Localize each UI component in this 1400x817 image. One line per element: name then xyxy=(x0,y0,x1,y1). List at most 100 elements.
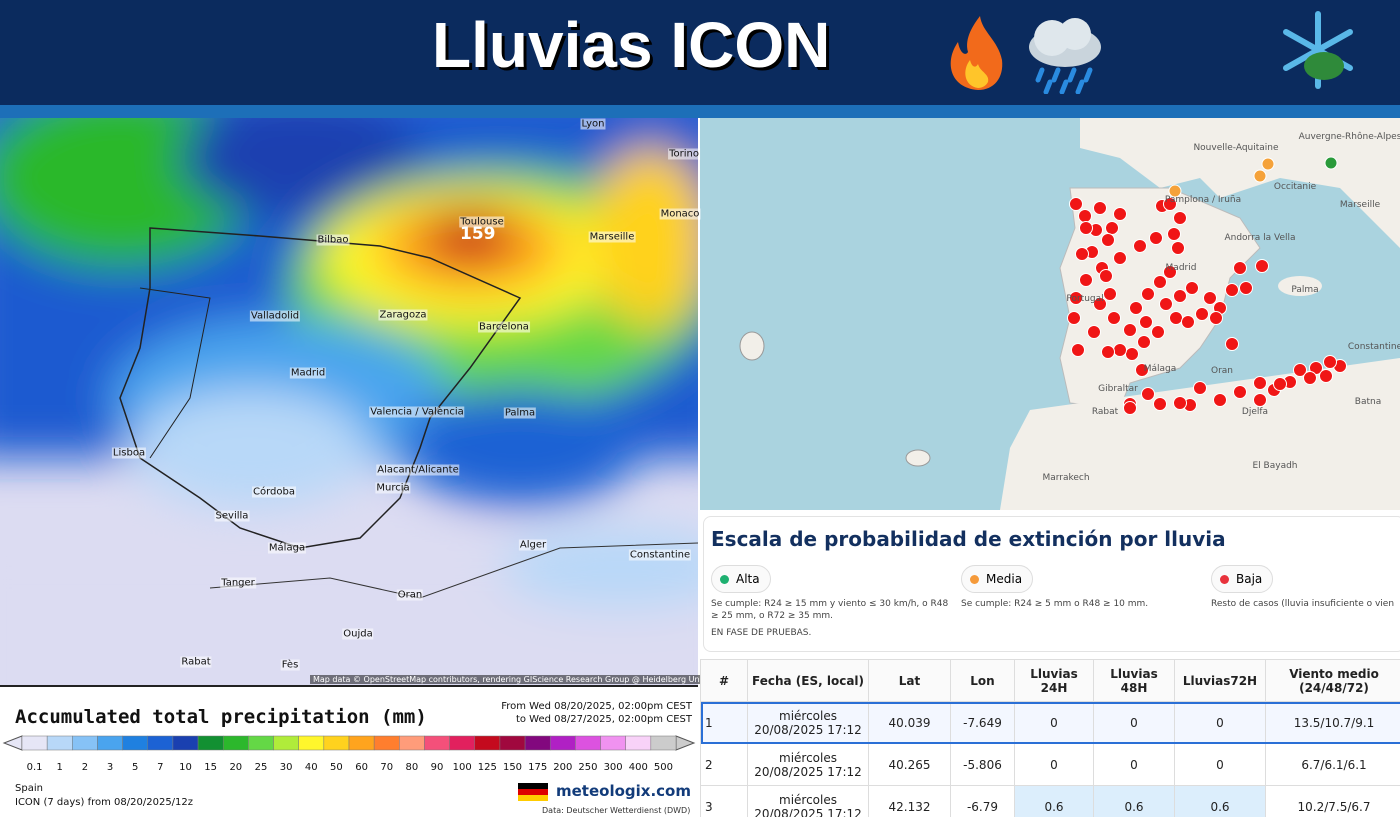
fire-dot xyxy=(1253,393,1267,407)
column-header: Fecha (ES, local) xyxy=(747,659,869,702)
fire-dot xyxy=(1195,307,1209,321)
map-label: Nouvelle-Aquitaine xyxy=(1193,143,1279,153)
fire-dot xyxy=(1213,393,1227,407)
cell: 1 xyxy=(700,701,748,744)
fire-dot xyxy=(1093,201,1107,215)
fire-dot xyxy=(1173,211,1187,225)
cell-line: 20/08/2025 17:12 xyxy=(754,764,862,779)
precip-map xyxy=(0,118,698,686)
legend-tick-label: 10 xyxy=(179,762,192,773)
legend-scale: 0.1 1 2 3 5 7 10 15 20 25 30 40 50 60 70 80 90 100 125 150 1… xyxy=(2,735,696,773)
cell: 6.7/6.1/6.1 xyxy=(1265,743,1400,786)
cell: 0 xyxy=(1014,701,1094,744)
legend-swatch xyxy=(97,735,123,751)
map-attribution: Map data © OpenStreetMap contributors, r… xyxy=(310,675,732,684)
legend-tick-label: 2 xyxy=(82,762,88,773)
legend-swatch xyxy=(373,735,400,751)
cell: 0.6 xyxy=(1093,785,1175,817)
legend-swatch xyxy=(172,735,199,751)
map-label: Alacant/Alicante xyxy=(376,464,460,476)
legend-tick-label: 5 xyxy=(132,762,138,773)
map-label: Oujda xyxy=(342,628,374,640)
fire-dot xyxy=(1075,247,1089,261)
map-label: Zaragoza xyxy=(378,309,428,321)
header-bar xyxy=(0,0,1400,105)
fire-dot xyxy=(1139,315,1153,329)
page-title: Lluvias ICON xyxy=(432,9,831,81)
fire-dot xyxy=(1103,287,1117,301)
fire-dot xyxy=(1069,197,1083,211)
fire-dot xyxy=(1233,261,1247,275)
map-label: Málaga xyxy=(267,542,307,554)
fire-dot xyxy=(1141,287,1155,301)
map-label: Palma xyxy=(503,407,537,419)
legend-tick-label: 30 xyxy=(280,762,293,773)
cell-line: miércoles xyxy=(779,792,837,807)
legend-swatch xyxy=(248,735,274,751)
fire-dot xyxy=(1324,156,1338,170)
cell: 0 xyxy=(1014,743,1094,786)
map-label: Oran xyxy=(1210,366,1234,376)
fire-map xyxy=(700,118,1400,510)
cell-line: miércoles xyxy=(779,708,837,723)
table-row: 3 miércoles 20/08/2025 17:12 42.132 -6.79 0.6… xyxy=(700,785,1400,817)
fire-dot xyxy=(1101,233,1115,247)
fire-dot xyxy=(1253,169,1267,183)
cell: miércoles 20/08/2025 17:12 xyxy=(747,785,869,817)
cell: 0.6 xyxy=(1014,785,1094,817)
column-header: Lluvias 48H xyxy=(1093,659,1175,702)
map-label: Lisboa xyxy=(111,447,147,459)
fire-dot xyxy=(1159,297,1173,311)
logo xyxy=(1283,11,1353,89)
legend-swatch xyxy=(21,735,48,751)
level-dot xyxy=(1220,574,1229,584)
fire-dot xyxy=(1125,347,1139,361)
map-label: El Bayadh xyxy=(1252,461,1298,471)
level-dot xyxy=(970,574,979,584)
scale-card xyxy=(703,516,1400,652)
legend-tick-label: 0.1 xyxy=(27,762,43,773)
legend-from: From Wed 08/20/2025, 02:00pm CEST xyxy=(501,701,692,712)
legend-swatch xyxy=(499,735,526,751)
legend-tick-label: 400 xyxy=(629,762,648,773)
table-wrap: # Fecha (ES, local) Lat Lon Lluvias 24H Lluvi… xyxy=(700,659,1400,817)
column-header: Lat xyxy=(868,659,951,702)
map-label: Murcia xyxy=(375,482,411,494)
legend-model: ICON (7 days) from 08/20/2025/12z xyxy=(15,797,194,808)
level-label: Media xyxy=(986,572,1023,586)
fire-dot xyxy=(1253,376,1267,390)
map-label: Rabat xyxy=(1091,407,1119,417)
legend-tick-label: 100 xyxy=(453,762,472,773)
legend-swatch xyxy=(298,735,325,751)
map-label: Málaga xyxy=(1143,364,1177,374)
fire-dot xyxy=(1225,337,1239,351)
map-label: Monaco xyxy=(659,208,701,220)
column-header: Lluvias 24H xyxy=(1014,659,1094,702)
fire-dot xyxy=(1135,363,1149,377)
map-label: Portugal xyxy=(1066,294,1104,304)
cell: 0.6 xyxy=(1174,785,1266,817)
legend-swatch xyxy=(323,735,350,751)
map-label: Valladolid xyxy=(249,310,301,322)
fire-dot xyxy=(1113,207,1127,221)
legend-tick-label: 200 xyxy=(553,762,572,773)
legend-tick-label: 80 xyxy=(406,762,419,773)
level-desc: Se cumple: R24 ≥ 5 mm o R48 ≥ 10 mm. xyxy=(961,599,1149,609)
fire-dot xyxy=(1105,221,1119,235)
level-label: Baja xyxy=(1236,572,1263,586)
cell: 13.5/10.7/9.1 xyxy=(1265,701,1400,744)
fire-dot xyxy=(1069,291,1083,305)
fire-dot xyxy=(1129,301,1143,315)
map-label: Andorra la Vella xyxy=(1224,233,1296,243)
map-label: Auvergne-Rhône-Alpes xyxy=(1298,132,1400,142)
column-header: Lluvias72H xyxy=(1174,659,1266,702)
legend-swatch xyxy=(46,735,73,751)
legend-swatch xyxy=(222,735,249,751)
fire-dot xyxy=(1163,197,1177,211)
legend-swatch xyxy=(348,735,375,751)
legend-arrow xyxy=(2,735,23,751)
fire-dot xyxy=(1173,289,1187,303)
legend-swatch xyxy=(549,735,576,751)
fire-dot xyxy=(1181,315,1195,329)
column-header: Lon xyxy=(950,659,1015,702)
